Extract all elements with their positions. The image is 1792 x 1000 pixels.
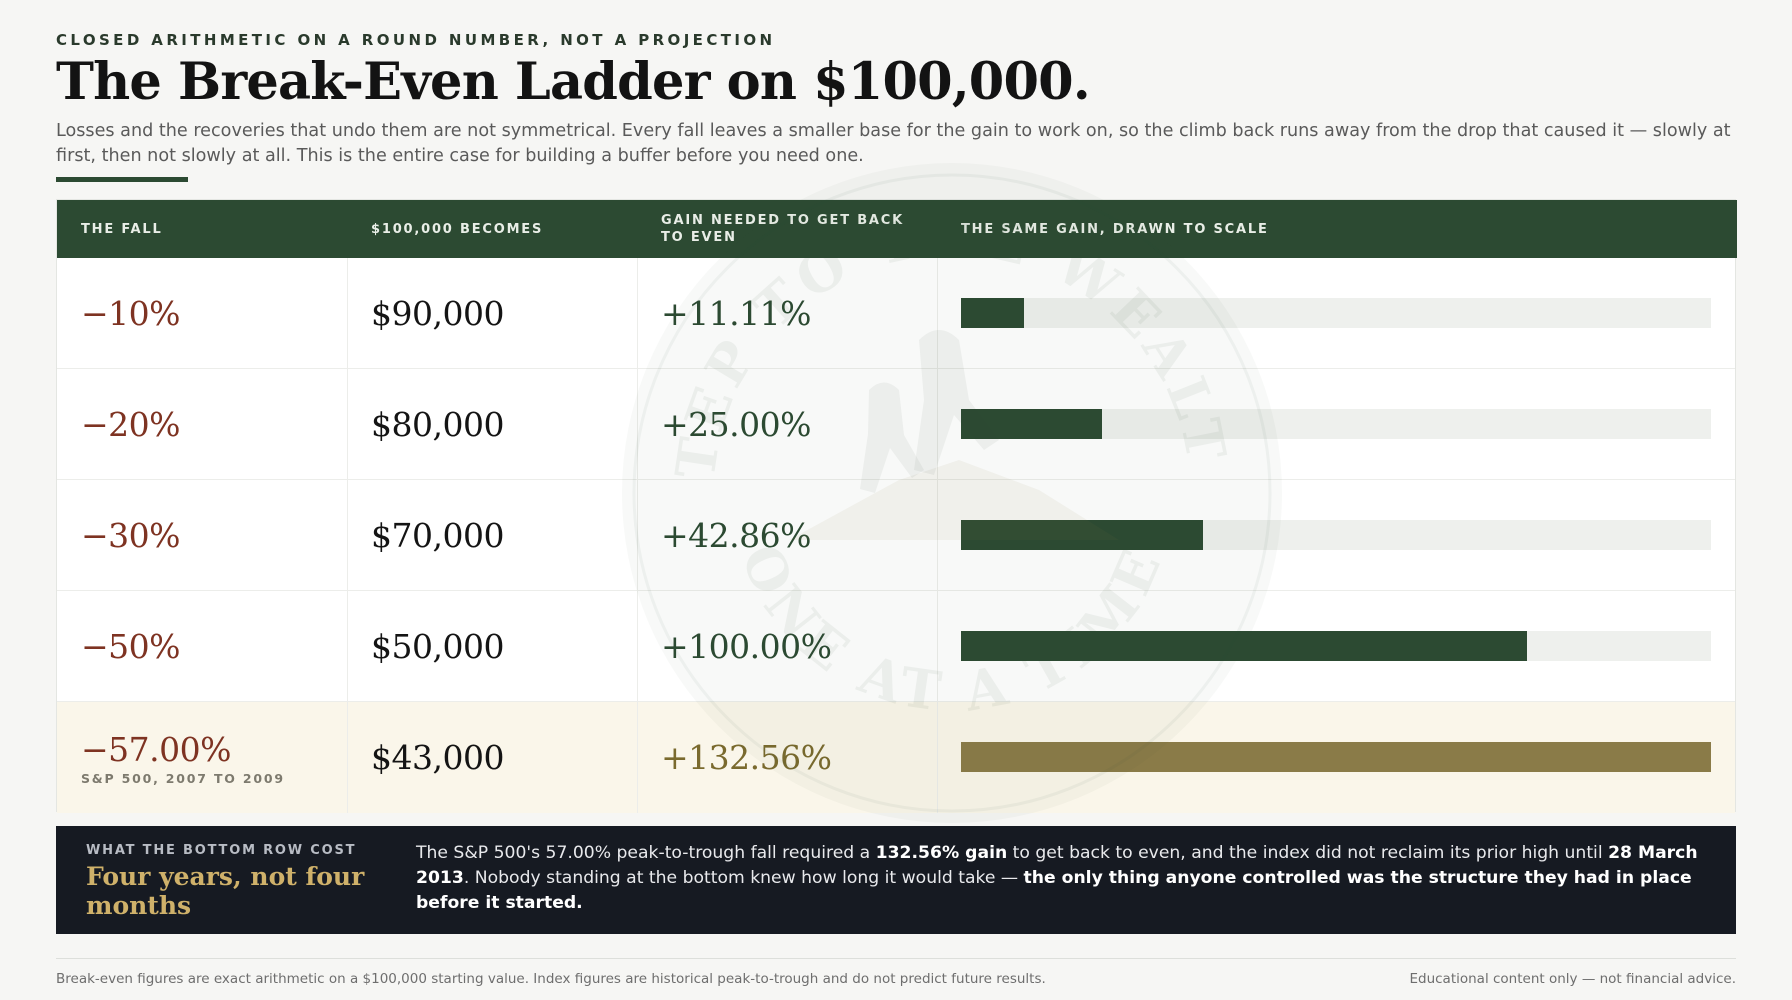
gain-bar-track xyxy=(961,631,1711,661)
footer-disclaimer: Break-even figures are exact arithmetic … xyxy=(56,971,1046,987)
gain-bar xyxy=(961,298,1024,328)
fall-value: −20% xyxy=(81,405,181,444)
becomes-value: $70,000 xyxy=(371,516,504,555)
column-header-becomes: $100,000 BECOMES xyxy=(371,221,544,237)
table-row: −30% $70,000 +42.86% xyxy=(57,480,1735,591)
table-row: −20% $80,000 +25.00% xyxy=(57,369,1735,480)
column-header-scale: THE SAME GAIN, DRAWN TO SCALE xyxy=(961,221,1269,237)
fall-block: −50% xyxy=(81,627,181,666)
fall-block: −57.00% S&P 500, 2007 TO 2009 xyxy=(81,730,285,786)
column-divider xyxy=(937,258,938,813)
table-row: −57.00% S&P 500, 2007 TO 2009 $43,000 +132.… xyxy=(57,702,1735,813)
fall-value: −10% xyxy=(81,294,181,333)
fall-block: −30% xyxy=(81,516,181,555)
gain-value: +132.56% xyxy=(661,738,832,777)
gain-value: +42.86% xyxy=(661,516,811,555)
column-header-gain: GAIN NEEDED TO GET BACK TO EVEN xyxy=(661,213,904,245)
banner-body-text: The S&P 500's 57.00% peak-to-trough fall… xyxy=(416,843,876,863)
becomes-value: $43,000 xyxy=(371,738,504,777)
becomes-value: $90,000 xyxy=(371,294,504,333)
gain-bar-track xyxy=(961,409,1711,439)
fall-value: −57.00% xyxy=(81,729,231,769)
gain-value: +25.00% xyxy=(661,405,811,444)
table-header: THE FALL $100,000 BECOMES GAIN NEEDED TO… xyxy=(57,200,1737,258)
column-divider xyxy=(347,258,348,813)
lede-paragraph: Losses and the recoveries that undo them… xyxy=(56,121,1731,166)
banner-body: The S&P 500's 57.00% peak-to-trough fall… xyxy=(416,841,1716,916)
fall-block: −20% xyxy=(81,405,181,444)
gain-bar-track xyxy=(961,742,1711,772)
banner-headline: Four years, not four months xyxy=(86,862,365,920)
banner-body-bold: 28 March 2013 xyxy=(416,843,1698,888)
cell-fall: −50% xyxy=(81,591,181,702)
footer-divider xyxy=(56,958,1736,959)
gain-value: +100.00% xyxy=(661,627,832,666)
cell-fall: −20% xyxy=(81,369,181,480)
gain-bar xyxy=(961,742,1711,772)
table-row: −50% $50,000 +100.00% xyxy=(57,591,1735,702)
banner-body-text: to get back to even, and the index did n… xyxy=(1007,843,1609,863)
cell-fall: −30% xyxy=(81,480,181,591)
fall-block: −10% xyxy=(81,294,181,333)
gain-bar xyxy=(961,520,1203,550)
page: CLOSED ARITHMETIC ON A ROUND NUMBER, NOT… xyxy=(56,0,1737,1000)
summary-banner: WHAT THE BOTTOM ROW COST Four years, not… xyxy=(56,826,1736,934)
gain-bar xyxy=(961,631,1527,661)
gain-bar xyxy=(961,409,1102,439)
table-row: −10% $90,000 +11.11% xyxy=(57,258,1735,369)
accent-rule xyxy=(56,177,188,182)
column-header-fall: THE FALL xyxy=(81,221,163,237)
page-title: The Break-Even Ladder on $100,000. xyxy=(56,52,1091,112)
gain-bar-track xyxy=(961,298,1711,328)
eyebrow: CLOSED ARITHMETIC ON A ROUND NUMBER, NOT… xyxy=(56,31,776,49)
break-even-table: THE FALL $100,000 BECOMES GAIN NEEDED TO… xyxy=(56,199,1737,813)
gain-value: +11.11% xyxy=(661,294,811,333)
cell-fall: −57.00% S&P 500, 2007 TO 2009 xyxy=(81,702,285,813)
column-divider xyxy=(637,258,638,813)
cell-fall: −10% xyxy=(81,258,181,369)
banner-body-bold: the only thing anyone controlled was the… xyxy=(416,868,1692,913)
banner-body-bold: 132.56% gain xyxy=(875,843,1008,863)
becomes-value: $80,000 xyxy=(371,405,504,444)
gain-bar-track xyxy=(961,520,1711,550)
banner-eyebrow: WHAT THE BOTTOM ROW COST xyxy=(86,843,357,858)
fall-value: −50% xyxy=(81,627,181,666)
fall-value: −30% xyxy=(81,516,181,555)
becomes-value: $50,000 xyxy=(371,627,504,666)
fall-note: S&P 500, 2007 TO 2009 xyxy=(81,770,285,786)
footer-advice-note: Educational content only — not financial… xyxy=(1409,971,1736,987)
banner-body-text: . Nobody standing at the bottom knew how… xyxy=(463,868,1024,888)
